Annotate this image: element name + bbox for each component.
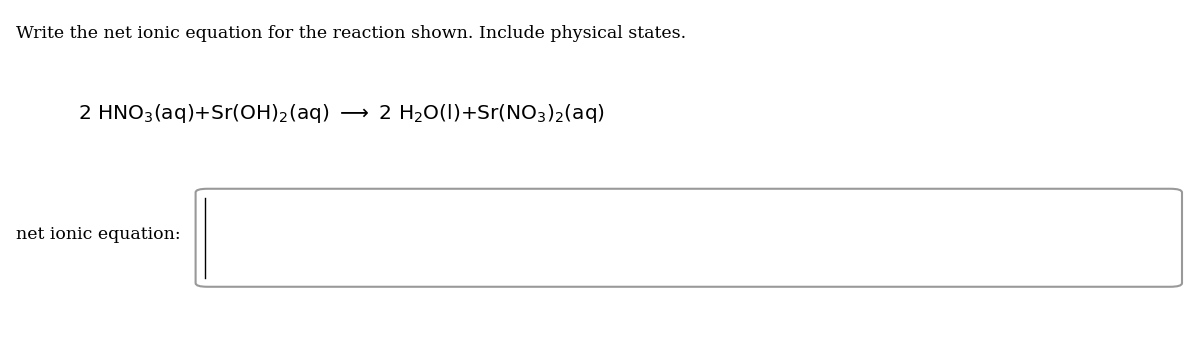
Text: Write the net ionic equation for the reaction shown. Include physical states.: Write the net ionic equation for the rea… [16, 25, 685, 42]
FancyBboxPatch shape [196, 189, 1182, 287]
Text: net ionic equation:: net ionic equation: [16, 226, 180, 242]
Text: $2\ \mathrm{HNO_3(aq){+}Sr(OH)_2(aq)\ {\longrightarrow}\ 2\ H_2O(l){+}Sr(NO_3)_2: $2\ \mathrm{HNO_3(aq){+}Sr(OH)_2(aq)\ {\… [78, 102, 605, 125]
